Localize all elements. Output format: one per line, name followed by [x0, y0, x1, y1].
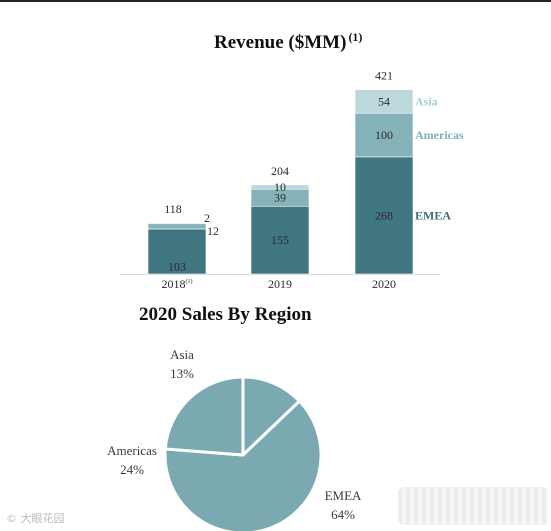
bar-emea-2020 [354, 156, 414, 275]
legend-emea: EMEA [415, 208, 451, 222]
pie-label-asia: Asia [170, 347, 194, 362]
legend-americas: Americas [415, 128, 464, 142]
bar-label-americas-2020: 100 [375, 128, 393, 142]
bar-emea-2019 [250, 205, 310, 275]
x-tick-2019: 2019 [268, 277, 292, 291]
legend-asia: Asia [415, 94, 438, 108]
bar-label-asia-2019: 10 [274, 180, 286, 194]
pie-slice-americas [163, 375, 245, 457]
pie-label-emea: EMEA [325, 488, 362, 503]
bar-label-emea-2019: 155 [271, 233, 289, 247]
bar-asia-2020 [354, 89, 414, 114]
x-tick-2020: 2020 [372, 277, 396, 291]
bar-total-2019: 204 [271, 164, 289, 178]
pie-pct-americas: 24% [120, 462, 144, 477]
bar-americas-2020 [354, 112, 414, 158]
bar-label-emea-2018: 103 [168, 259, 186, 273]
bar-label-americas-2019: 39 [274, 191, 286, 205]
region-pie-chart: Asia 13% EMEA 64% Americas 24% [107, 347, 362, 531]
pie-slice-emea [163, 399, 323, 531]
watermark-text: © 大眼花园 [6, 512, 65, 525]
bar-total-2018: 118 [164, 202, 182, 216]
pie-pct-emea: 64% [331, 507, 355, 522]
bar-total-2020: 421 [375, 69, 393, 83]
bar-label-asia-2020: 54 [378, 94, 390, 108]
pie-chart-title: 2020 Sales By Region [139, 304, 312, 325]
bar-chart-title: Revenue ($MM) (1) [214, 30, 363, 53]
bar-asia-2019 [250, 184, 310, 190]
bar-label-asia-2018: 2 [204, 211, 210, 225]
top-rule [0, 0, 551, 2]
bar-americas-2018 [147, 223, 207, 230]
bar-asia-2018 [147, 222, 207, 225]
bar-label-americas-2018: 12 [207, 224, 219, 238]
x-tick-2018: 2018(1) [162, 277, 193, 291]
blurred-overlay [398, 487, 548, 525]
bar-label-emea-2020: 268 [375, 208, 393, 222]
pie-label-americas: Americas [107, 443, 157, 458]
pie-pct-asia: 13% [170, 366, 194, 381]
bar-emea-2018 [147, 228, 207, 275]
